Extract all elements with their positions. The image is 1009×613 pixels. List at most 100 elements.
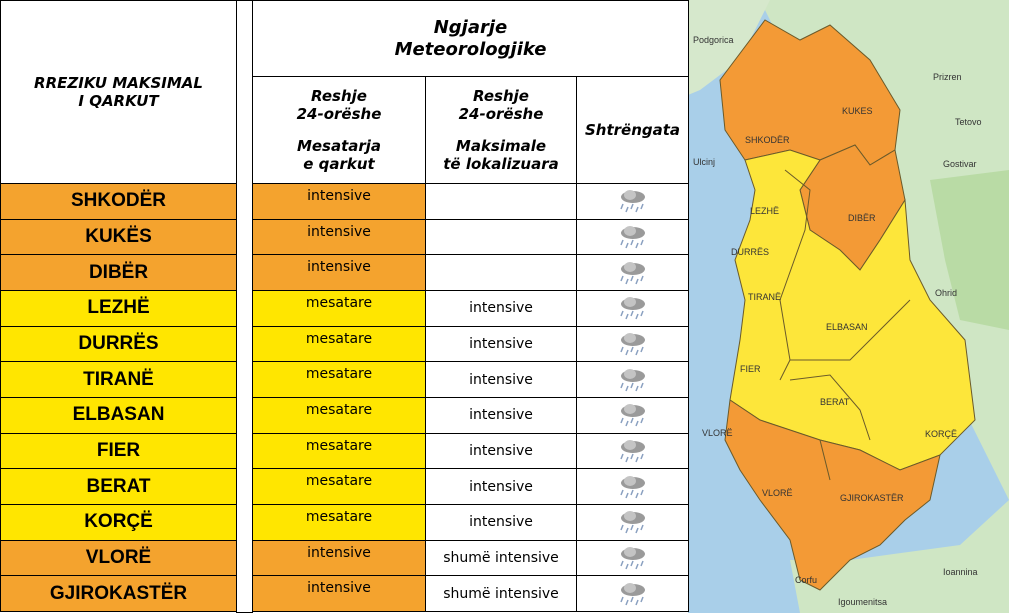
region-cell: GJIROKASTËR (0, 575, 237, 612)
mean-value: intensive (307, 259, 371, 276)
region-name: BERAT (86, 475, 151, 497)
column-header: Shtrëngata (576, 76, 689, 184)
region-cell: LEZHË (0, 290, 237, 327)
column-header-line: të lokalizuara (443, 155, 559, 173)
gust-cell (576, 183, 689, 220)
max-cell: intensive (425, 325, 577, 363)
region-cell: ELBASAN (0, 397, 237, 434)
map-label: VLORË (702, 428, 733, 438)
mean-cell: mesatare (252, 504, 426, 541)
map-label: Ohrid (935, 288, 957, 298)
max-cell: shumë intensive (425, 575, 577, 612)
max-cell: intensive (425, 468, 577, 505)
column-header-line: 24-orëshe (296, 105, 382, 123)
region-cell: KUKËS (0, 218, 237, 256)
region-cell: DIBËR (0, 254, 237, 291)
rain-icon (619, 332, 645, 356)
map-label: FIER (740, 364, 761, 374)
column-header-line: e qarkut (303, 155, 375, 173)
rain-icon (619, 368, 645, 391)
mean-value: intensive (307, 544, 371, 561)
max-cell (425, 183, 577, 220)
map: SHKODËR KUKES DIBËR LEZHË DURRËS TIRANË ELBASA… (688, 0, 1009, 613)
region-south (724, 399, 941, 591)
max-value: shumë intensive (443, 585, 559, 602)
column-header-line: Reshje (473, 87, 529, 105)
map-label: DIBËR (848, 213, 876, 223)
max-value: intensive (469, 442, 533, 459)
title-cell: RREZIKU MAKSIMAL I QARKUT (0, 0, 237, 184)
gust-cell (576, 218, 689, 256)
region-name: ELBASAN (72, 404, 165, 426)
region-name: LEZHË (87, 297, 150, 319)
map-label: Ulcinj (693, 157, 715, 167)
max-cell: intensive (425, 290, 577, 327)
map-label: Igoumenitsa (838, 597, 887, 607)
max-cell (425, 254, 577, 291)
region-name: KUKËS (85, 225, 152, 247)
map-label: Tetovo (955, 117, 982, 127)
map-label: Corfu (795, 575, 817, 585)
mean-cell: mesatare (252, 397, 426, 434)
max-cell: intensive (425, 397, 577, 434)
max-value: intensive (469, 407, 533, 424)
region-name: VLORË (85, 546, 152, 568)
rain-icon (619, 225, 645, 249)
max-value: intensive (469, 335, 533, 352)
max-cell: shumë intensive (425, 539, 577, 577)
map-label: TIRANË (748, 292, 781, 302)
mean-cell: intensive (252, 183, 426, 220)
column-header: Reshje 24-orëshe Mesatarja e qarkut (252, 76, 426, 184)
gust-cell (576, 361, 689, 398)
mean-value: mesatare (305, 509, 373, 525)
mean-cell: intensive (252, 539, 426, 577)
column-header-line: Reshje (311, 87, 367, 105)
map-label: LEZHË (750, 206, 779, 216)
gust-cell (576, 575, 689, 612)
gust-cell (576, 325, 689, 363)
region-cell: VLORË (0, 539, 237, 577)
mean-cell: intensive (252, 575, 426, 612)
region-central (729, 149, 976, 471)
land (760, 0, 1009, 613)
column-header-line: Shtrëngata (584, 121, 681, 139)
map-label: KORÇË (925, 429, 957, 439)
region-cell: DURRËS (0, 325, 237, 363)
region-name: TIRANË (83, 368, 154, 390)
rain-icon (619, 511, 645, 534)
mean-cell: intensive (252, 254, 426, 291)
mean-cell: mesatare (252, 432, 426, 470)
region-name: GJIROKASTËR (49, 582, 188, 604)
gust-cell (576, 539, 689, 577)
gust-cell (576, 468, 689, 505)
mean-value: intensive (307, 188, 371, 204)
max-cell: intensive (425, 504, 577, 541)
land (688, 0, 770, 95)
rain-icon (619, 404, 645, 427)
max-cell: intensive (425, 361, 577, 398)
map-label: KUKES (842, 106, 873, 116)
group-line: Ngjarje (433, 16, 508, 38)
title-line: I QARKUT (78, 92, 159, 110)
map-label: Prizren (933, 72, 962, 82)
map-label: Gostivar (943, 159, 977, 169)
region-name: DIBËR (88, 261, 149, 283)
park (930, 170, 1009, 330)
rain-icon (619, 475, 645, 498)
mean-value: mesatare (305, 402, 373, 418)
max-value: intensive (469, 478, 533, 495)
gust-cell (576, 254, 689, 291)
region-cell: KORÇË (0, 504, 237, 541)
region-cell: BERAT (0, 468, 237, 505)
region-cell: SHKODËR (0, 183, 237, 220)
rain-icon (619, 439, 645, 463)
mean-value: intensive (307, 580, 371, 597)
map-label: BERAT (820, 397, 850, 407)
gust-cell (576, 504, 689, 541)
column-header-line: 24-orëshe (458, 105, 544, 123)
group-cell: Ngjarje Meteorologjike (252, 0, 689, 77)
region-cell: TIRANË (0, 361, 237, 398)
region-cell: FIER (0, 432, 237, 470)
max-cell (425, 218, 577, 256)
